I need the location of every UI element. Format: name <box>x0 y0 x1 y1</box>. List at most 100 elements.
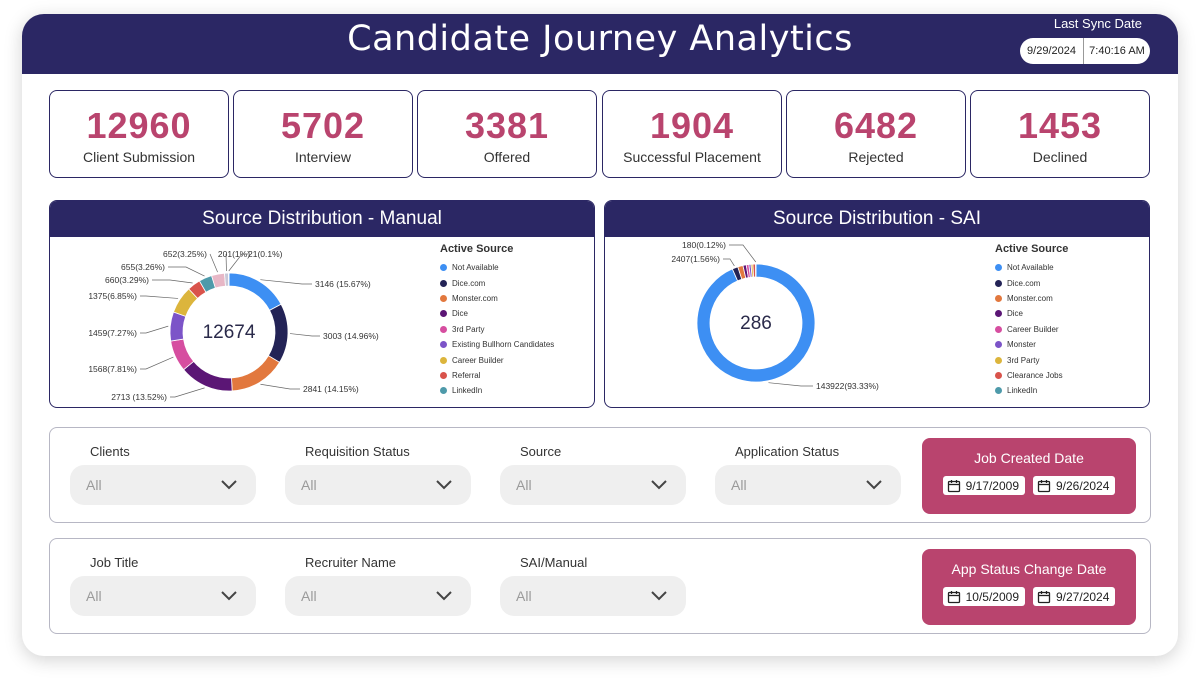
slice-data-label: 655(3.26%) <box>121 262 165 272</box>
legend-item[interactable]: Monster.com <box>440 291 554 306</box>
legend-item[interactable]: Referral <box>440 368 554 383</box>
manual-legend: Active Source Not Available Dice.com Monst… <box>440 243 554 399</box>
recruiter-name-dropdown[interactable]: All <box>285 576 471 616</box>
kpi-card-successful-placement[interactable]: 1904 Successful Placement <box>602 90 782 178</box>
requisition-status-dropdown[interactable]: All <box>285 465 471 505</box>
kpi-label: Client Submission <box>82 149 196 165</box>
chevron-down-icon <box>436 480 452 490</box>
legend-item[interactable]: Dice <box>440 306 554 321</box>
legend-item[interactable]: Dice.com <box>995 275 1068 290</box>
legend-item[interactable]: 3rd Party <box>440 322 554 337</box>
legend-item[interactable]: Not Available <box>440 260 554 275</box>
application-status-filter: Application Status All <box>715 444 901 505</box>
kpi-card-offered[interactable]: 3381 Offered <box>417 90 597 178</box>
page-title: Candidate Journey Analytics <box>347 19 853 59</box>
legend-item[interactable]: 3rd Party <box>995 352 1068 367</box>
legend-label: 3rd Party <box>1007 355 1040 365</box>
legend-item[interactable]: Not Available <box>995 260 1068 275</box>
donut-slice[interactable] <box>169 311 187 342</box>
legend-label: Monster.com <box>452 293 498 303</box>
application-status-dropdown[interactable]: All <box>715 465 901 505</box>
job-title-filter: Job Title All <box>70 555 256 616</box>
donut-slice[interactable] <box>231 355 281 392</box>
chevron-down-icon <box>221 480 237 490</box>
legend-swatch <box>440 356 447 364</box>
legend-swatch <box>995 356 1002 364</box>
manual-panel-title: Source Distribution - Manual <box>50 201 594 237</box>
dropdown-value: All <box>516 588 532 604</box>
legend-item[interactable]: Dice <box>995 306 1068 321</box>
kpi-card-interview[interactable]: 5702 Interview <box>233 90 413 178</box>
source-dropdown[interactable]: All <box>500 465 686 505</box>
slice-data-label: 201(1%) <box>218 249 250 259</box>
kpi-label: Successful Placement <box>623 149 761 165</box>
slice-data-label: 2841 (14.15%) <box>303 384 359 394</box>
legend-swatch <box>440 279 447 287</box>
legend-item[interactable]: Dice.com <box>440 275 554 290</box>
job-created-from-date[interactable]: 9/17/2009 <box>942 476 1025 495</box>
legend-label: Not Available <box>452 263 499 273</box>
slice-leader-line <box>209 253 218 273</box>
date-filter-label: App Status Change Date <box>951 561 1107 577</box>
dashboard-frame: Candidate Journey Analytics Last Sync Da… <box>22 14 1178 656</box>
legend-item[interactable]: Monster <box>995 337 1068 352</box>
donut-slice[interactable] <box>696 263 816 383</box>
legend-item[interactable]: LinkedIn <box>440 383 554 398</box>
legend-swatch <box>440 294 447 302</box>
filter-label: SAI/Manual <box>520 555 588 570</box>
legend-item[interactable]: Monster.com <box>995 291 1068 306</box>
chevron-down-icon <box>651 591 667 601</box>
legend-item[interactable]: Career Builder <box>995 322 1068 337</box>
legend-swatch <box>995 264 1002 272</box>
legend-item[interactable]: Existing Bullhorn Candidates <box>440 337 554 352</box>
legend-swatch <box>440 387 447 395</box>
kpi-card-declined[interactable]: 1453 Declined <box>970 90 1150 178</box>
slice-data-label: 3146 (15.67%) <box>315 279 371 289</box>
kpi-card-client-submission[interactable]: 12960 Client Submission <box>49 90 229 178</box>
slice-leader-line <box>140 356 174 370</box>
sai-legend-title: Active Source <box>995 243 1069 255</box>
filter-label: Requisition Status <box>305 444 410 459</box>
clients-dropdown[interactable]: All <box>70 465 256 505</box>
filter-label: Application Status <box>735 444 840 459</box>
donut-slice[interactable] <box>267 303 289 363</box>
filter-label: Job Title <box>90 555 139 570</box>
slice-data-label: 1375(6.85%) <box>88 291 137 301</box>
kpi-value: 6482 <box>833 105 919 146</box>
legend-swatch <box>995 294 1002 302</box>
dropdown-value: All <box>86 588 102 604</box>
slice-leader-line <box>168 266 205 277</box>
sync-date: 9/29/2024 <box>1020 38 1084 64</box>
job-title-dropdown[interactable]: All <box>70 576 256 616</box>
legend-item[interactable]: Career Builder <box>440 352 554 367</box>
last-sync-label: Last Sync Date <box>1053 16 1142 31</box>
job-created-to-date[interactable]: 9/26/2024 <box>1033 476 1116 495</box>
legend-label: Dice.com <box>452 278 486 288</box>
slice-leader-line <box>228 253 248 272</box>
legend-label: Dice <box>452 309 469 319</box>
sai-manual-dropdown[interactable]: All <box>500 576 686 616</box>
sai-donut-center: 286 <box>740 313 772 334</box>
app-status-from-date[interactable]: 10/5/2009 <box>942 587 1025 606</box>
dropdown-value: All <box>301 588 317 604</box>
date-value: 10/5/2009 <box>965 589 1019 604</box>
date-value: 9/17/2009 <box>965 478 1019 493</box>
sai-legend: Active Source Not Available Dice.com Monst… <box>995 243 1068 399</box>
filter-row-1: Clients All Requisition Status All Sourc… <box>49 427 1151 523</box>
dropdown-value: All <box>731 477 747 493</box>
kpi-card-rejected[interactable]: 6482 Rejected <box>786 90 966 178</box>
donut-slice[interactable] <box>228 272 282 311</box>
legend-label: Not Available <box>1007 263 1054 273</box>
manual-donut-chart[interactable]: 12674 3146 (15.67%) 3003 (14.96%) 2841 (14… <box>50 237 595 408</box>
last-sync-value: 9/29/2024 7:40:16 AM <box>1020 38 1150 64</box>
filter-row-2: Job Title All Recruiter Name All SAI/Man… <box>49 538 1151 634</box>
slice-leader-line <box>152 279 193 284</box>
legend-item[interactable]: Clearance Jobs <box>995 368 1068 383</box>
sai-donut-chart[interactable]: 286 143922(93.33%) 2407(1.56%) 180(0.12%) <box>605 237 1150 408</box>
app-status-to-date[interactable]: 9/27/2024 <box>1033 587 1116 606</box>
donut-slice[interactable] <box>183 360 233 392</box>
slice-leader-line <box>729 244 757 263</box>
donut-slice[interactable] <box>224 272 230 287</box>
date-filter-label: Job Created Date <box>974 450 1084 466</box>
legend-item[interactable]: LinkedIn <box>995 383 1068 398</box>
